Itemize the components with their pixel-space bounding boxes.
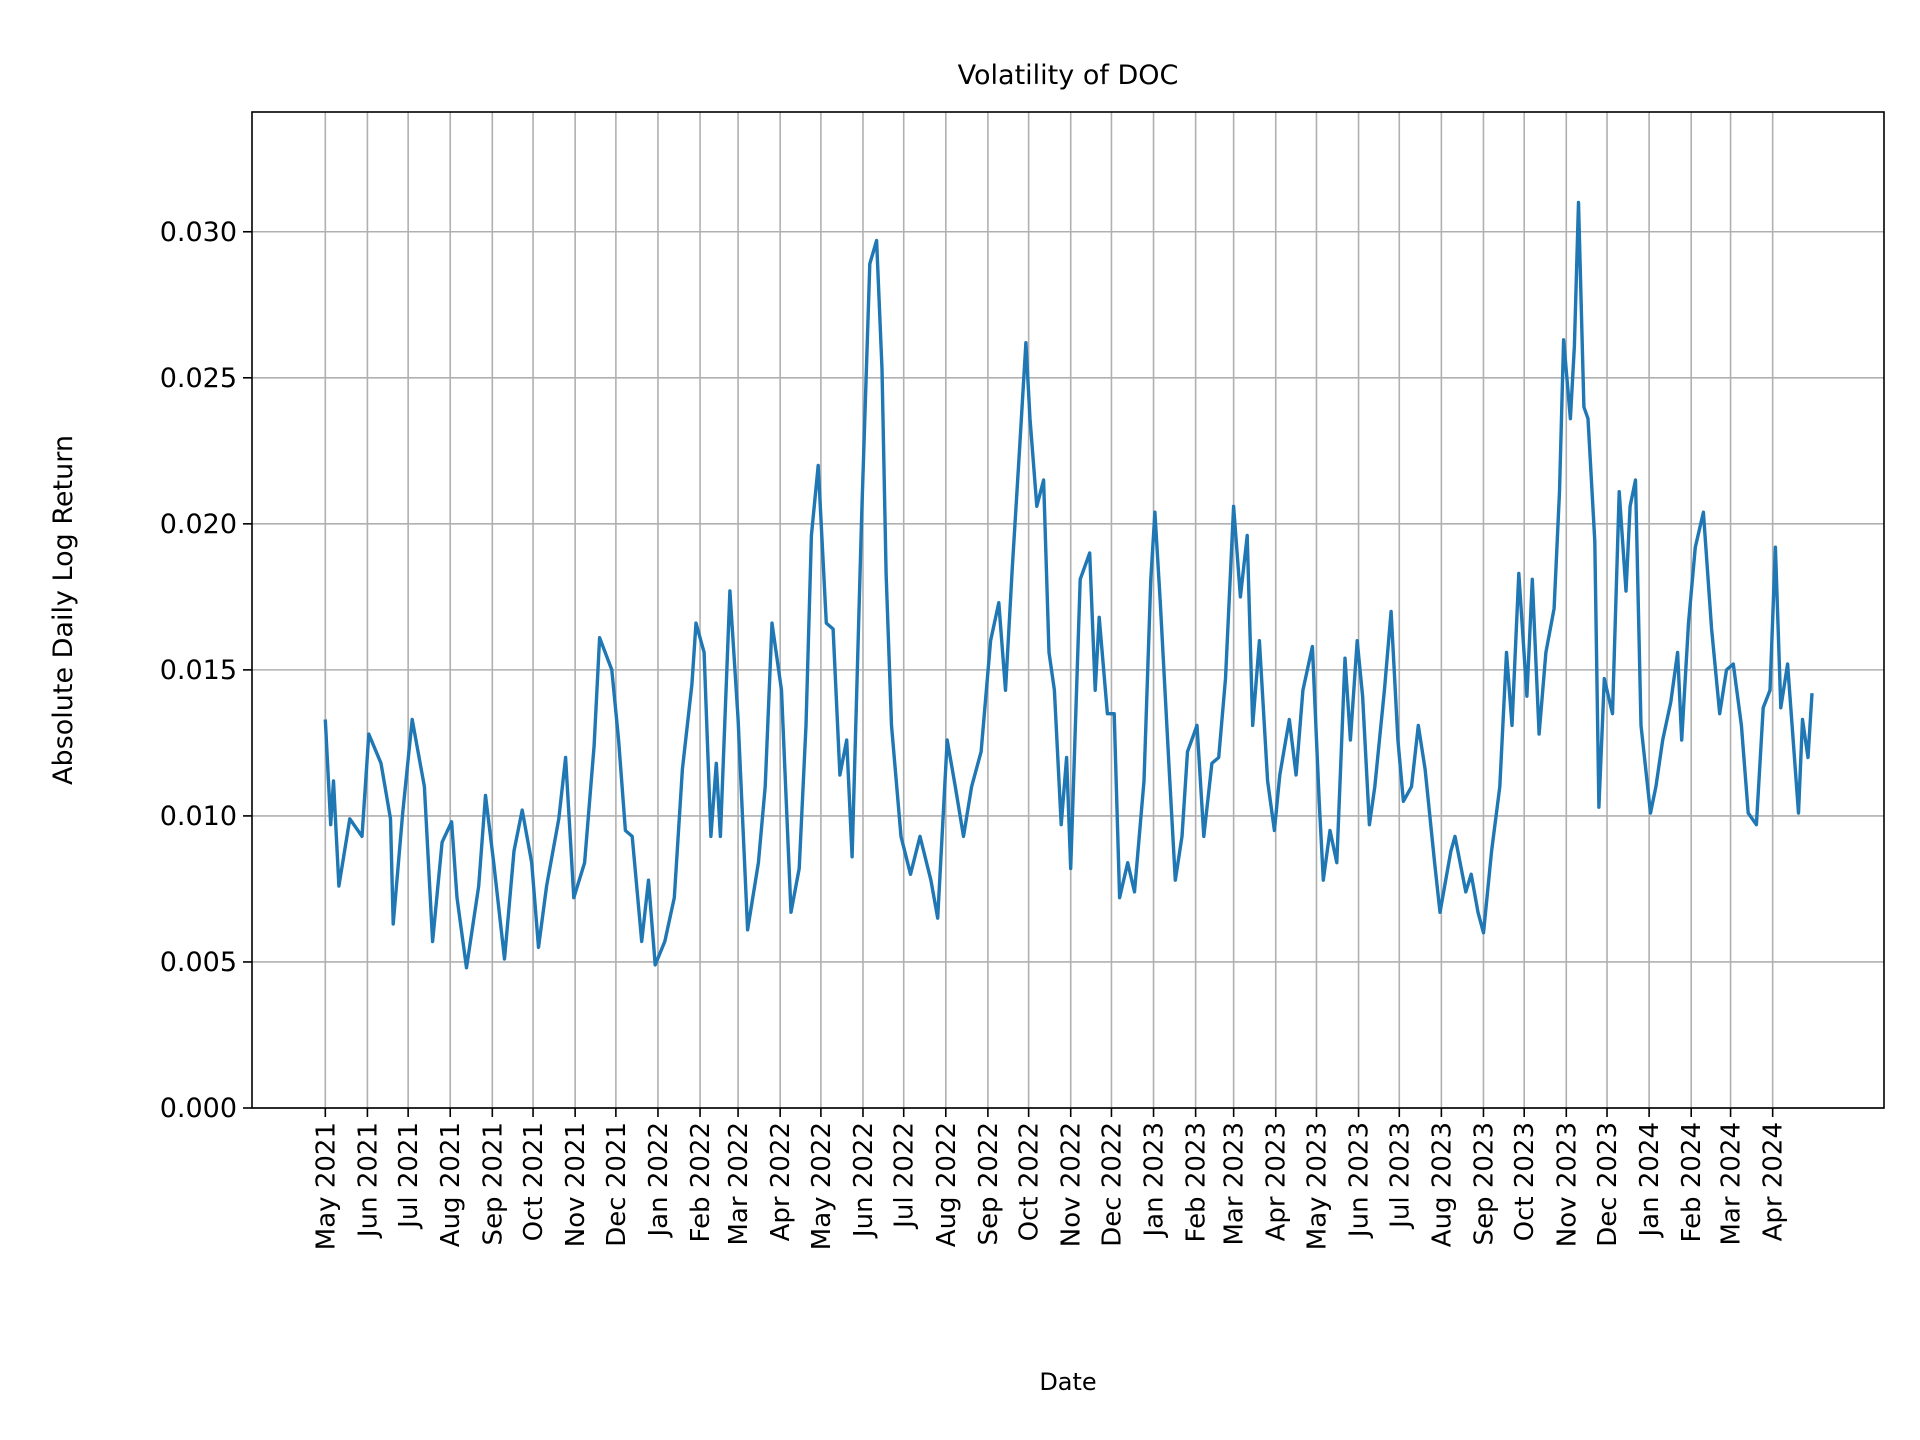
plot-frame	[251, 111, 1885, 1109]
y-tick-label: 0.020	[160, 509, 237, 540]
x-tick-label: May 2021	[311, 1122, 341, 1250]
y-tick-label: 0.010	[160, 801, 237, 832]
x-tick-label: Nov 2021	[561, 1122, 591, 1247]
x-tick-label: Jan 2024	[1635, 1122, 1665, 1239]
x-tick-label: Nov 2022	[1057, 1122, 1087, 1247]
y-tick-label: 0.030	[160, 217, 237, 248]
x-tick-label: Jun 2021	[353, 1122, 383, 1239]
y-tick-label: 0.005	[160, 947, 237, 978]
x-tick-label: Jun 2023	[1345, 1122, 1375, 1239]
x-tick-label: Jan 2022	[644, 1122, 674, 1239]
x-tick-label: Nov 2023	[1552, 1122, 1582, 1247]
y-axis-label: Absolute Daily Log Return	[48, 435, 79, 785]
x-tick-label: Mar 2022	[724, 1122, 754, 1246]
series-line	[323, 200, 1814, 970]
chart-title: Volatility of DOC	[958, 60, 1179, 91]
x-tick-label: Sep 2023	[1469, 1122, 1499, 1245]
x-tick-label: Apr 2023	[1262, 1122, 1292, 1241]
x-tick-label: Sep 2022	[974, 1122, 1004, 1245]
x-tick-label: Mar 2023	[1220, 1122, 1250, 1246]
x-tick-label: Oct 2022	[1015, 1122, 1045, 1241]
x-tick-label: Apr 2024	[1759, 1122, 1789, 1241]
x-tick-label: Dec 2021	[602, 1122, 632, 1247]
x-tick-label: Dec 2022	[1097, 1122, 1127, 1247]
x-tick-label: Feb 2022	[686, 1122, 716, 1242]
x-tick-label: Feb 2023	[1182, 1122, 1212, 1242]
x-tick-label: May 2022	[807, 1122, 837, 1250]
x-tick-label: Oct 2021	[519, 1122, 549, 1241]
grid-lines	[252, 112, 1884, 1109]
x-tick-label: Jul 2021	[394, 1122, 424, 1230]
x-tick-label: Jul 2022	[890, 1122, 920, 1230]
x-tick-label: Jul 2023	[1385, 1122, 1415, 1230]
x-tick-label: Oct 2023	[1510, 1122, 1540, 1241]
x-tick-label: Feb 2024	[1677, 1122, 1707, 1242]
x-tick-label: Sep 2021	[478, 1122, 508, 1245]
x-tick-label: Aug 2021	[436, 1122, 466, 1247]
y-tick-label: 0.000	[160, 1093, 237, 1124]
y-tick-label: 0.025	[160, 363, 237, 394]
x-tick-label: Mar 2024	[1717, 1122, 1747, 1246]
x-axis: May 2021 Jun 2021 Jul 2021 Aug 2021 Sep 2021…	[311, 1108, 1789, 1250]
x-tick-label: Apr 2022	[766, 1122, 796, 1241]
x-tick-label: Aug 2022	[932, 1122, 962, 1247]
x-tick-label: Jan 2023	[1140, 1122, 1170, 1239]
x-tick-label: Aug 2023	[1427, 1122, 1457, 1247]
x-axis-label: Date	[1039, 1368, 1096, 1396]
y-axis: 0.000 0.005 0.010 0.015 0.020 0.025 0.030	[160, 217, 252, 1124]
x-tick-label: Dec 2023	[1593, 1122, 1623, 1247]
x-tick-label: Jun 2022	[849, 1122, 879, 1239]
x-tick-label: May 2023	[1302, 1122, 1332, 1250]
y-tick-label: 0.015	[160, 655, 237, 686]
